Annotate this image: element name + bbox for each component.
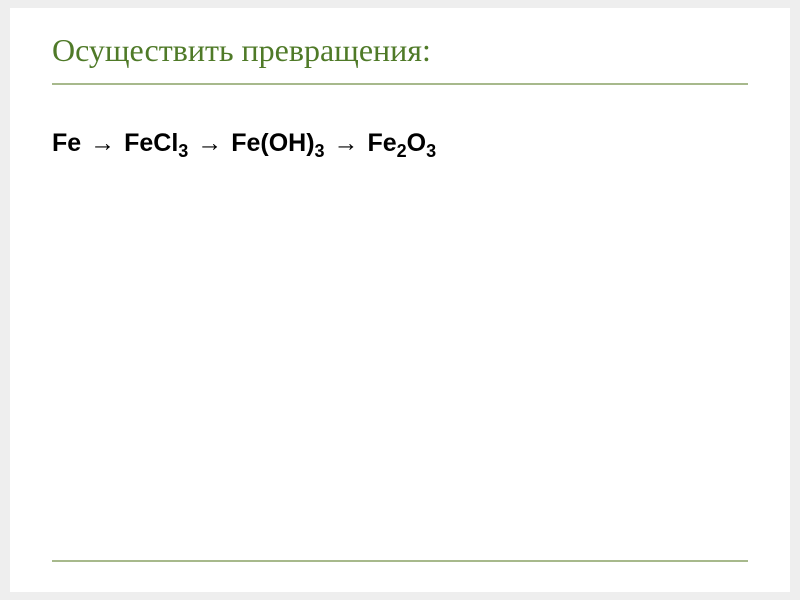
formula: Fe(OH)3 [231,129,324,157]
arrow-icon: → [332,129,361,157]
slide-title: Осуществить превращения: [52,32,748,69]
slide-body: Fe → FeCl3 → Fe(OH)3 → Fe2O3 [52,129,748,158]
formula: Fe2O3 [367,129,436,157]
arrow-icon: → [88,129,117,157]
arrow-icon: → [195,129,224,157]
slide-background: Осуществить превращения: Fe → FeCl3 → Fe… [0,0,800,600]
bottom-rule [52,560,748,562]
slide: Осуществить превращения: Fe → FeCl3 → Fe… [10,8,790,592]
reaction-chain: Fe → FeCl3 → Fe(OH)3 → Fe2O3 [52,129,748,158]
formula: FeCl3 [124,129,188,157]
formula: Fe [52,129,81,157]
title-block: Осуществить превращения: [52,32,748,85]
